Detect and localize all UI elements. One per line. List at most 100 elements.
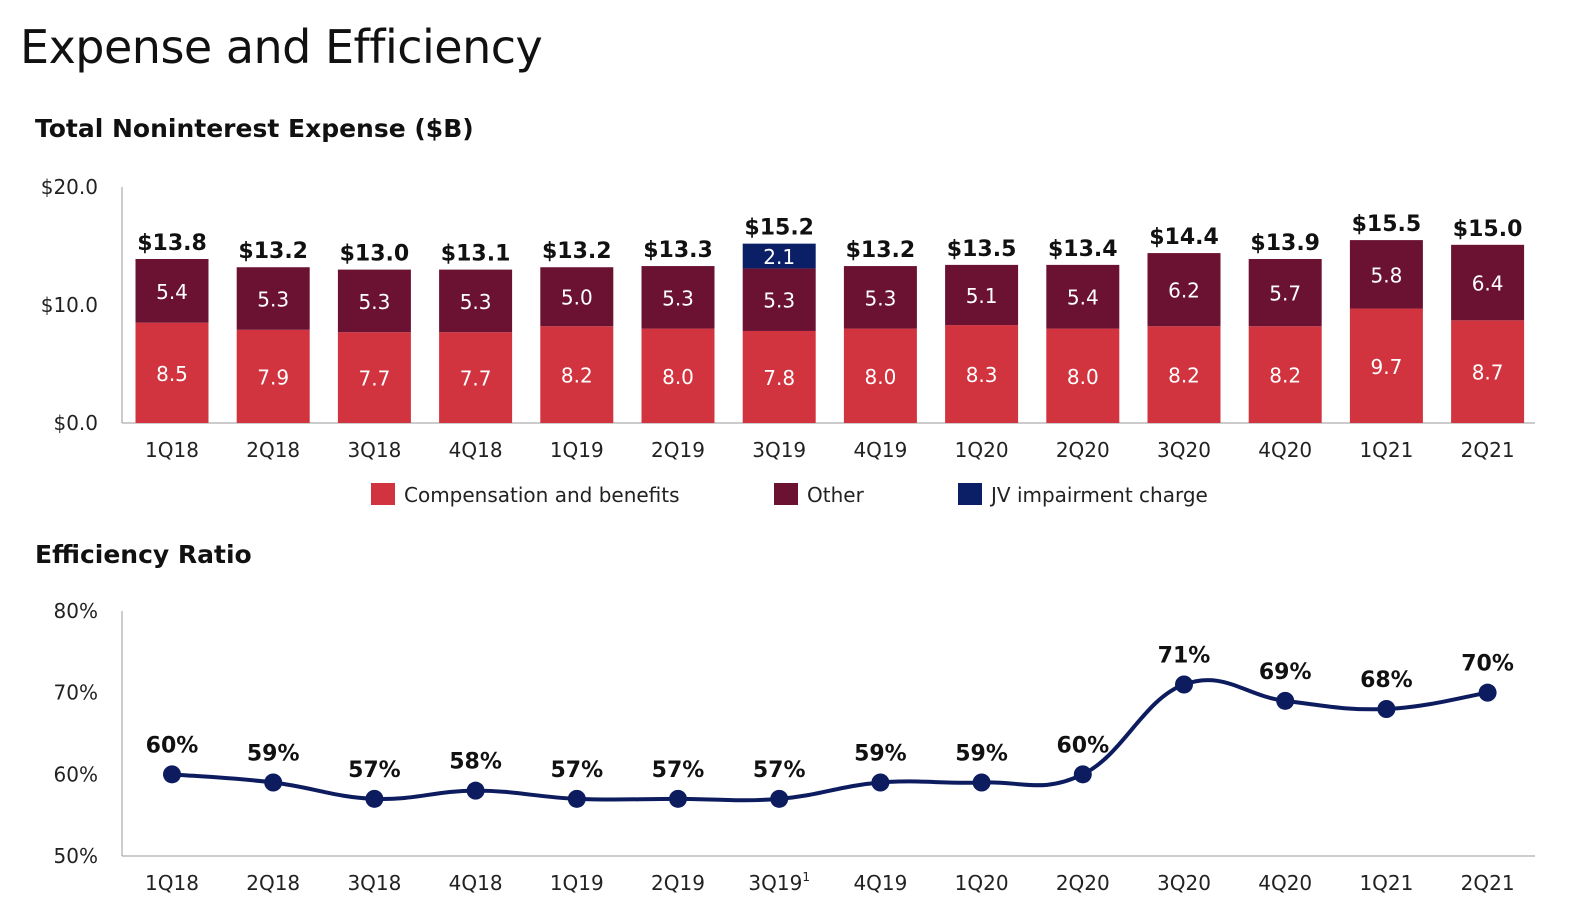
x-tick-label: 4Q20 xyxy=(1258,871,1312,895)
data-point xyxy=(264,773,283,792)
bar-value-label: 7.9 xyxy=(257,365,289,389)
bar-total-label: $13.4 xyxy=(1048,237,1118,262)
bar-total-label: $15.0 xyxy=(1453,217,1523,242)
x-tick-label: 4Q19 xyxy=(853,871,907,895)
x-tick-label: 3Q19 xyxy=(752,438,806,462)
bar-other xyxy=(1248,258,1322,327)
bar-compensation-and-benefits xyxy=(1046,328,1120,423)
bar-total-label: $13.8 xyxy=(137,231,207,256)
data-point xyxy=(770,789,789,808)
bar-compensation-and-benefits xyxy=(1147,326,1221,423)
x-tick-label: 2Q19 xyxy=(651,438,705,462)
bar-value-label: 7.7 xyxy=(460,367,492,391)
data-label: 60% xyxy=(1056,733,1109,758)
bar-other xyxy=(540,267,614,327)
bar-compensation-and-benefits xyxy=(540,326,614,423)
legend-swatch xyxy=(371,483,395,505)
bar-value-label: 9.7 xyxy=(1370,355,1402,379)
legend-swatch xyxy=(958,483,982,505)
data-point xyxy=(669,789,687,808)
bar-value-label: 5.3 xyxy=(460,290,492,314)
bar-total-label: $13.3 xyxy=(643,238,713,263)
bar-other xyxy=(135,258,209,323)
bar-value-label: 8.0 xyxy=(864,365,896,389)
bar-value-label: 5.1 xyxy=(966,284,998,308)
bar-compensation-and-benefits xyxy=(1451,320,1525,423)
bar-value-label: 7.7 xyxy=(358,367,390,391)
bar-compensation-and-benefits xyxy=(742,330,816,423)
bar-total-label: $14.4 xyxy=(1149,225,1219,250)
y-tick-label: $0.0 xyxy=(53,411,98,435)
bar-value-label: 8.7 xyxy=(1472,361,1504,385)
data-label: 57% xyxy=(550,758,603,783)
page-title: Expense and Efficiency xyxy=(20,20,543,74)
bar-value-label: 6.2 xyxy=(1168,279,1200,303)
data-point xyxy=(163,765,181,784)
bar-value-label: 5.4 xyxy=(1067,286,1099,310)
bar-total-label: $13.9 xyxy=(1250,231,1320,256)
y-tick-label: 80% xyxy=(54,599,98,623)
bar-jv-impairment-charge xyxy=(742,243,816,269)
data-label: 57% xyxy=(348,758,401,783)
bar-total-label: $13.5 xyxy=(947,237,1017,262)
y-tick-label: 50% xyxy=(54,844,98,868)
data-point xyxy=(1478,683,1497,702)
x-tick-label: 1Q19 xyxy=(550,438,604,462)
legend-label: Compensation and benefits xyxy=(404,483,680,507)
bar-total-label: $13.0 xyxy=(340,242,410,267)
bar-value-label: 6.4 xyxy=(1472,272,1504,296)
x-tick-label: 1Q20 xyxy=(955,871,1009,895)
x-tick-label: 2Q21 xyxy=(1461,438,1515,462)
bar-value-label: 8.2 xyxy=(1168,364,1200,388)
data-label: 59% xyxy=(854,742,907,767)
bar-value-label: 5.4 xyxy=(156,280,188,304)
bar-value-label: 5.3 xyxy=(864,286,896,310)
bar-other xyxy=(641,266,715,329)
bar-total-label: $13.2 xyxy=(846,238,916,263)
footnote-marker: 1 xyxy=(802,870,810,884)
data-point xyxy=(1276,691,1295,710)
legend-swatch xyxy=(774,483,798,505)
x-tick-label: 1Q18 xyxy=(145,871,199,895)
x-tick-label: 2Q18 xyxy=(246,871,300,895)
data-point xyxy=(567,789,586,808)
bar-compensation-and-benefits xyxy=(641,328,715,423)
bar-total-label: $15.2 xyxy=(744,216,814,241)
data-label: 57% xyxy=(753,758,806,783)
x-tick-label: 2Q19 xyxy=(651,871,705,895)
y-tick-label: 70% xyxy=(54,681,98,705)
bar-value-label: 5.3 xyxy=(358,290,390,314)
x-tick-label: 1Q21 xyxy=(1359,438,1413,462)
x-tick-label: 4Q18 xyxy=(449,438,503,462)
data-label: 57% xyxy=(652,758,705,783)
data-point xyxy=(1377,700,1396,718)
bar-other xyxy=(742,268,816,331)
bar-total-label: $13.2 xyxy=(238,239,308,264)
data-point xyxy=(871,773,890,792)
bar-total-label: $13.2 xyxy=(542,239,612,264)
bar-value-label: 2.1 xyxy=(763,245,795,269)
bar-value-label: 8.3 xyxy=(966,363,998,387)
bar-value-label: 5.3 xyxy=(257,288,289,312)
x-tick-label: 2Q18 xyxy=(246,438,300,462)
bar-value-label: 5.7 xyxy=(1269,282,1301,306)
bar-value-label: 8.5 xyxy=(156,362,188,386)
bar-other xyxy=(1147,253,1221,327)
bar-compensation-and-benefits xyxy=(135,322,209,423)
data-label: 68% xyxy=(1360,668,1413,693)
data-point xyxy=(365,789,384,808)
y-tick-label: $20.0 xyxy=(41,175,98,199)
data-label: 59% xyxy=(247,742,300,767)
efficiency-chart-title: Efficiency Ratio xyxy=(35,540,252,569)
bar-total-label: $13.1 xyxy=(441,242,511,267)
bar-value-label: 7.8 xyxy=(763,366,795,390)
x-tick-label: 4Q18 xyxy=(449,871,503,895)
x-tick-label: 1Q19 xyxy=(550,871,604,895)
bar-value-label: 8.2 xyxy=(561,364,593,388)
bar-compensation-and-benefits xyxy=(439,332,513,423)
bar-value-label: 5.3 xyxy=(763,289,795,313)
data-label: 70% xyxy=(1461,652,1514,677)
data-point xyxy=(972,773,991,792)
x-tick-label: 3Q191 xyxy=(748,870,810,895)
